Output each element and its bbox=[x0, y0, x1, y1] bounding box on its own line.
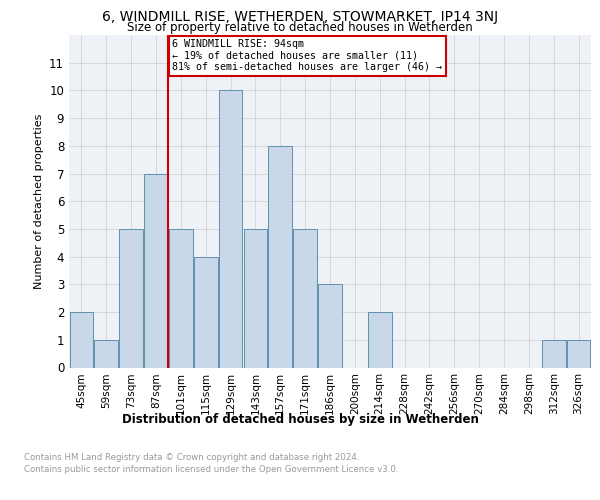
Bar bbox=[268, 146, 292, 368]
Bar bbox=[119, 229, 143, 368]
Bar bbox=[144, 174, 168, 368]
Bar bbox=[293, 229, 317, 368]
Bar bbox=[70, 312, 93, 368]
Bar bbox=[368, 312, 392, 368]
Bar bbox=[244, 229, 267, 368]
Text: 6, WINDMILL RISE, WETHERDEN, STOWMARKET, IP14 3NJ: 6, WINDMILL RISE, WETHERDEN, STOWMARKET,… bbox=[102, 10, 498, 24]
Text: Size of property relative to detached houses in Wetherden: Size of property relative to detached ho… bbox=[127, 21, 473, 34]
Text: Distribution of detached houses by size in Wetherden: Distribution of detached houses by size … bbox=[122, 412, 478, 426]
Bar bbox=[318, 284, 342, 368]
Y-axis label: Number of detached properties: Number of detached properties bbox=[34, 114, 44, 289]
Text: Contains public sector information licensed under the Open Government Licence v3: Contains public sector information licen… bbox=[24, 465, 398, 474]
Bar bbox=[169, 229, 193, 368]
Bar bbox=[219, 90, 242, 368]
Bar bbox=[194, 256, 218, 368]
Bar bbox=[94, 340, 118, 367]
Text: 6 WINDMILL RISE: 94sqm
← 19% of detached houses are smaller (11)
81% of semi-det: 6 WINDMILL RISE: 94sqm ← 19% of detached… bbox=[172, 39, 442, 72]
Text: Contains HM Land Registry data © Crown copyright and database right 2024.: Contains HM Land Registry data © Crown c… bbox=[24, 452, 359, 462]
Bar bbox=[567, 340, 590, 367]
Bar bbox=[542, 340, 566, 367]
